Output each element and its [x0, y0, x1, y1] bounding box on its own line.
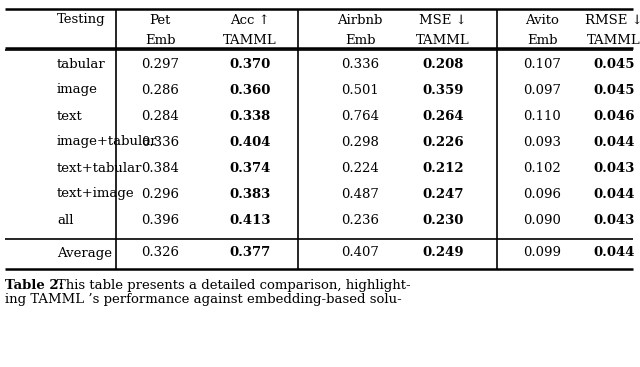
- Text: 0.230: 0.230: [422, 214, 464, 226]
- Text: 0.336: 0.336: [341, 58, 379, 70]
- Text: 0.404: 0.404: [229, 135, 271, 149]
- Text: 0.359: 0.359: [422, 84, 464, 97]
- Text: all: all: [57, 214, 74, 226]
- Text: 0.093: 0.093: [523, 135, 561, 149]
- Text: MSE ↓: MSE ↓: [419, 14, 467, 26]
- Text: 0.236: 0.236: [341, 214, 379, 226]
- Text: Acc ↑: Acc ↑: [230, 14, 270, 26]
- Text: TAMML: TAMML: [416, 33, 470, 47]
- Text: 0.413: 0.413: [229, 214, 271, 226]
- Text: 0.046: 0.046: [593, 109, 635, 123]
- Text: 0.044: 0.044: [593, 188, 635, 200]
- Text: Pet: Pet: [149, 14, 171, 26]
- Text: 0.249: 0.249: [422, 247, 464, 259]
- Text: 0.099: 0.099: [523, 247, 561, 259]
- Text: Table 2:: Table 2:: [5, 279, 68, 292]
- Text: 0.090: 0.090: [523, 214, 561, 226]
- Text: text+tabular: text+tabular: [57, 161, 143, 174]
- Text: text+image: text+image: [57, 188, 134, 200]
- Text: Emb: Emb: [145, 33, 175, 47]
- Text: image: image: [57, 84, 98, 97]
- Text: 0.043: 0.043: [593, 161, 635, 174]
- Text: Average: Average: [57, 247, 112, 259]
- Text: 0.102: 0.102: [523, 161, 561, 174]
- Text: 0.044: 0.044: [593, 135, 635, 149]
- Text: 0.224: 0.224: [341, 161, 379, 174]
- Text: 0.764: 0.764: [341, 109, 379, 123]
- Text: 0.338: 0.338: [229, 109, 271, 123]
- Text: 0.336: 0.336: [141, 135, 179, 149]
- Text: 0.044: 0.044: [593, 247, 635, 259]
- Text: image+tabular: image+tabular: [57, 135, 157, 149]
- Text: 0.298: 0.298: [341, 135, 379, 149]
- Text: 0.384: 0.384: [141, 161, 179, 174]
- Text: 0.045: 0.045: [593, 84, 635, 97]
- Text: 0.487: 0.487: [341, 188, 379, 200]
- Text: 0.284: 0.284: [141, 109, 179, 123]
- Text: ing TAMML ’s performance against embedding-based solu-: ing TAMML ’s performance against embeddi…: [5, 293, 402, 306]
- Text: 0.110: 0.110: [523, 109, 561, 123]
- Text: 0.326: 0.326: [141, 247, 179, 259]
- Text: text: text: [57, 109, 83, 123]
- Text: 0.360: 0.360: [229, 84, 271, 97]
- Text: 0.383: 0.383: [229, 188, 271, 200]
- Text: This table presents a detailed comparison, highlight-: This table presents a detailed compariso…: [57, 279, 411, 292]
- Text: 0.374: 0.374: [229, 161, 271, 174]
- Text: 0.264: 0.264: [422, 109, 464, 123]
- Text: 0.097: 0.097: [523, 84, 561, 97]
- Text: 0.045: 0.045: [593, 58, 635, 70]
- Text: 0.296: 0.296: [141, 188, 179, 200]
- Text: 0.043: 0.043: [593, 214, 635, 226]
- Text: 0.286: 0.286: [141, 84, 179, 97]
- Text: Testing: Testing: [57, 14, 106, 26]
- Text: tabular: tabular: [57, 58, 106, 70]
- Text: Emb: Emb: [345, 33, 375, 47]
- Text: Emb: Emb: [527, 33, 557, 47]
- Text: RMSE ↓: RMSE ↓: [585, 14, 640, 26]
- Text: 0.297: 0.297: [141, 58, 179, 70]
- Text: TAMML: TAMML: [587, 33, 640, 47]
- Text: 0.370: 0.370: [229, 58, 271, 70]
- Text: 0.396: 0.396: [141, 214, 179, 226]
- Text: Airbnb: Airbnb: [337, 14, 383, 26]
- Text: Avito: Avito: [525, 14, 559, 26]
- Text: 0.247: 0.247: [422, 188, 464, 200]
- Text: 0.212: 0.212: [422, 161, 464, 174]
- Text: 0.096: 0.096: [523, 188, 561, 200]
- Text: 0.377: 0.377: [229, 247, 271, 259]
- Text: 0.407: 0.407: [341, 247, 379, 259]
- Text: TAMML: TAMML: [223, 33, 277, 47]
- Text: 0.107: 0.107: [523, 58, 561, 70]
- Text: 0.226: 0.226: [422, 135, 464, 149]
- Text: 0.501: 0.501: [341, 84, 379, 97]
- Text: 0.208: 0.208: [422, 58, 464, 70]
